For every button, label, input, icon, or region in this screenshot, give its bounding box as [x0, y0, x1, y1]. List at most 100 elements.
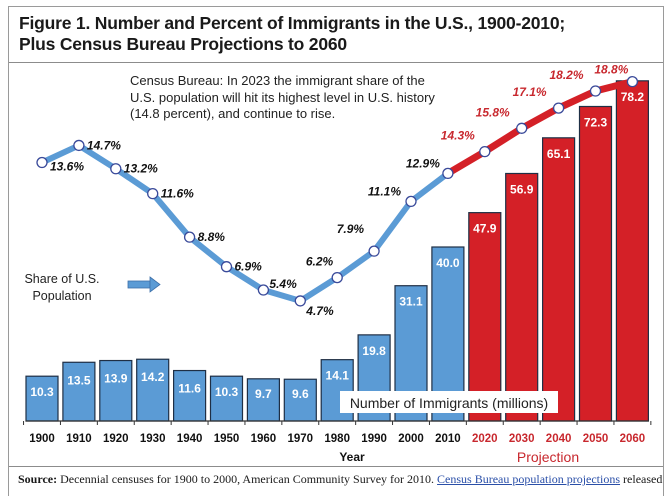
bar-value-label: 47.9 — [473, 222, 497, 236]
share-value-label: 4.7% — [305, 304, 334, 318]
source-label: Source: — [18, 472, 58, 486]
bar-1920 — [99, 359, 133, 422]
x-tick-label: 1960 — [251, 433, 277, 445]
bar-legend-label: Number of Immigrants (millions) — [350, 395, 548, 411]
annotation-line: (14.8 percent), and continue to rise. — [130, 106, 336, 121]
bar-2050 — [578, 105, 613, 422]
projection-label: Projection — [517, 449, 579, 465]
share-value-label: 14.3% — [441, 129, 475, 143]
x-tick-label: 2010 — [435, 433, 461, 445]
share-point-2050 — [589, 85, 602, 97]
share-point-1940 — [183, 231, 196, 243]
bar-2020 — [468, 212, 502, 422]
share-legend-line-1: Share of U.S. — [24, 272, 99, 286]
annotation-line: Census Bureau: In 2023 the immigrant sha… — [130, 73, 425, 88]
bar-1980 — [320, 359, 354, 422]
bar-1960 — [246, 378, 280, 422]
x-tick-label: 1970 — [288, 433, 314, 445]
share-point-2020 — [479, 145, 491, 158]
share-point-1980 — [331, 271, 343, 284]
bar-value-label: 9.7 — [255, 387, 272, 401]
bar-1940 — [173, 369, 207, 422]
bar-value-label: 13.9 — [104, 372, 128, 386]
bar-value-label: 10.3 — [215, 385, 239, 399]
share-point-2040 — [552, 102, 565, 114]
share-line-projected — [444, 78, 636, 177]
share-point-1990 — [368, 245, 380, 257]
share-line-group: 13.6%14.7%13.2%11.6% 8.8% 6.9% 5.4% 4.7% 6.2%… — [36, 63, 639, 318]
share-legend-line-2: Population — [32, 289, 91, 303]
title-line-1: Figure 1. Number and Percent of Immigran… — [19, 13, 565, 33]
x-tick-label: 1920 — [103, 433, 129, 445]
share-value-label: 18.8% — [594, 63, 628, 77]
bar-value-label: 14.2 — [141, 370, 165, 384]
bar-value-label: 11.6 — [178, 382, 201, 396]
share-line-historical — [39, 142, 451, 304]
share-value-label: 18.2% — [549, 68, 583, 82]
x-tick-label: 2020 — [472, 433, 498, 445]
figure-frame — [8, 6, 664, 496]
bar-1910 — [62, 361, 96, 422]
share-value-label: 7.9% — [337, 222, 365, 236]
x-tick-label: 1940 — [177, 433, 203, 445]
bar-value-label: 10.3 — [30, 385, 54, 399]
census-annotation: Census Bureau: In 2023 the immigrant sha… — [130, 73, 435, 123]
share-value-label: 6.2% — [306, 255, 334, 269]
share-point-1950 — [220, 261, 233, 273]
x-tick-label: 2000 — [398, 433, 424, 445]
x-tick-label: 1900 — [29, 433, 55, 445]
bar-legend-box — [340, 391, 558, 413]
bar-value-label: 65.1 — [547, 147, 571, 161]
bar-value-label: 31.1 — [399, 295, 423, 309]
share-value-label: 8.8% — [198, 230, 226, 244]
x-axis-title: Year — [339, 450, 365, 464]
x-tick-label: 2030 — [509, 433, 535, 445]
bar-2030 — [505, 172, 539, 422]
share-point-2000 — [405, 195, 417, 208]
share-value-label: 13.6% — [50, 160, 84, 174]
bar-value-label: 9.6 — [292, 387, 309, 401]
x-tick-label: 1910 — [66, 433, 92, 445]
source-note: Source: Decennial censuses for 1900 to 2… — [18, 472, 662, 487]
bar-value-label: 13.5 — [67, 373, 91, 387]
source-tail: released — [620, 472, 663, 486]
title-line-2: Plus Census Bureau Projections to 2060 — [19, 34, 347, 54]
share-value-label: 13.2% — [124, 162, 158, 176]
bars-group: 10.3 13.5 13.9 14.2 11.6 10.3 9.7 9.6 14.1 19.8 31… — [25, 80, 650, 422]
x-tick-label: 1980 — [324, 433, 350, 445]
share-point-1910 — [73, 139, 85, 152]
annotation-line: U.S. population will hit its highest lev… — [130, 89, 435, 105]
bar-value-label: 19.8 — [362, 344, 386, 358]
x-tick-label: 2050 — [583, 433, 609, 445]
share-point-2060 — [626, 76, 639, 88]
share-value-label: 11.6% — [161, 187, 194, 201]
share-value-label: 11.1% — [368, 184, 401, 198]
share-point-1970 — [294, 295, 306, 307]
share-point-1930 — [147, 187, 159, 200]
legend-group: Share of U.S. Population Number of Immig… — [24, 272, 558, 413]
share-value-label: 14.7% — [87, 138, 121, 152]
bar-1930 — [136, 358, 170, 422]
share-value-label: 5.4% — [269, 277, 297, 291]
share-value-label: 12.9% — [406, 156, 440, 170]
bar-value-label: 72.3 — [584, 115, 608, 129]
source-divider — [9, 466, 663, 467]
x-tick-label: 1930 — [140, 433, 166, 445]
bar-2060 — [615, 80, 650, 422]
share-point-1960 — [257, 284, 270, 296]
share-point-2030 — [516, 122, 528, 134]
chart-title: Figure 1. Number and Percent of Immigran… — [19, 13, 565, 55]
share-point-1920 — [110, 163, 122, 175]
bar-1970 — [283, 378, 317, 422]
share-value-label: 6.9% — [235, 260, 263, 274]
share-value-label: 15.8% — [476, 105, 510, 119]
x-tick-label: 1950 — [214, 433, 240, 445]
share-point-1900 — [36, 156, 48, 169]
title-divider — [9, 62, 663, 63]
bar-2040 — [541, 137, 576, 422]
x-tick-label: 2040 — [546, 433, 572, 445]
share-point-2010 — [442, 167, 454, 180]
projections-link[interactable]: Census Bureau population projections — [437, 472, 621, 486]
x-axis: 1900 1910 1920 1930 1940 1950 1960 1970 1980 1990… — [23, 420, 652, 445]
